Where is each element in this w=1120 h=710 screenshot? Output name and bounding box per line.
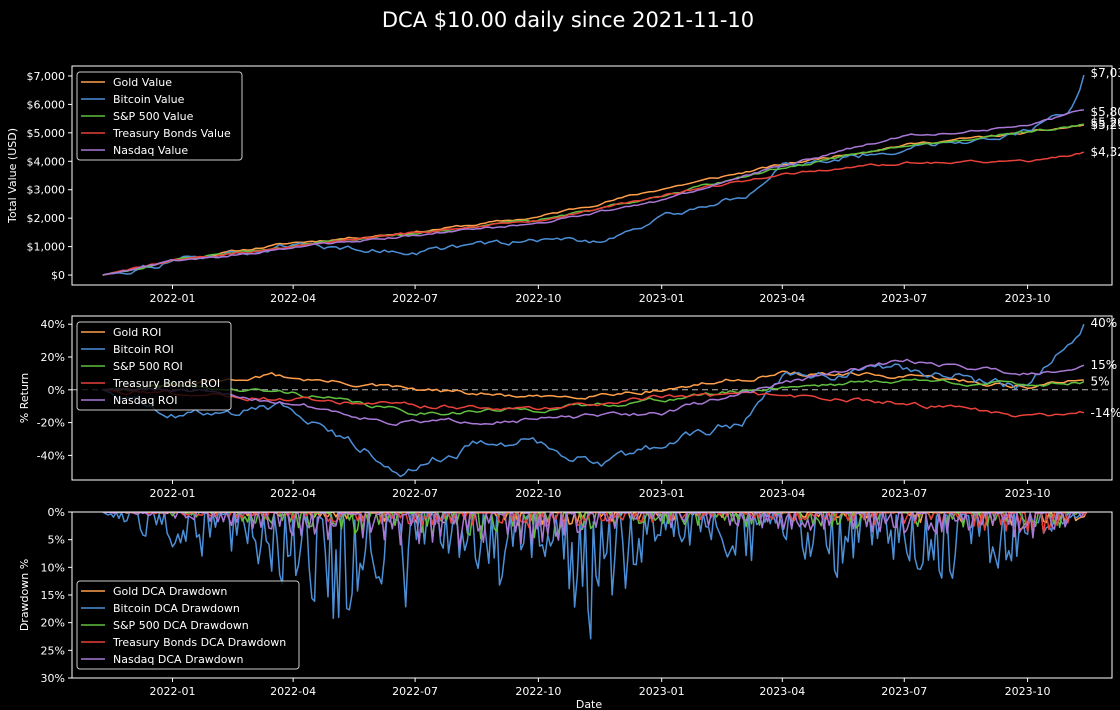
series-line-nasdaq-dca-drawdown bbox=[102, 512, 1087, 549]
plot-frame bbox=[71, 315, 1113, 481]
end-label: -14% bbox=[1091, 406, 1120, 420]
x-tick-label: 2023-07 bbox=[881, 487, 927, 500]
legend-entry: Treasury Bonds Value bbox=[112, 127, 231, 140]
legend-entry: Bitcoin Value bbox=[113, 93, 185, 106]
y-tick-label: 10% bbox=[41, 561, 65, 574]
y-tick-label: $2,000 bbox=[27, 212, 66, 225]
series-line-nasdaq-value bbox=[102, 109, 1084, 276]
legend: Gold ROI Bitcoin ROI S&P 500 ROI Treasury B… bbox=[76, 321, 232, 411]
y-tick-label: $7,000 bbox=[27, 70, 66, 83]
x-tick-label: 2023-10 bbox=[1005, 487, 1051, 500]
legend-entry: Treasury Bonds ROI bbox=[112, 377, 220, 390]
legend-entry: Treasury Bonds DCA Drawdown bbox=[112, 636, 286, 649]
y-axis-label: % Return bbox=[18, 373, 31, 423]
series-line-bitcoin-value bbox=[102, 74, 1085, 276]
legend-entry: S&P 500 ROI bbox=[113, 360, 183, 373]
legend-entry: Gold DCA Drawdown bbox=[113, 585, 227, 598]
legend-entry: S&P 500 Value bbox=[113, 110, 194, 123]
x-tick-label: 2023-01 bbox=[639, 292, 685, 305]
series-line-bitcoin-roi bbox=[102, 323, 1085, 478]
y-tick-label: 40% bbox=[41, 318, 65, 331]
y-tick-label: 20% bbox=[41, 351, 65, 364]
chart-panels: $5,299$7,031$5,299$4,324$5,8072022-01202… bbox=[6, 65, 1120, 710]
legend-entry: Bitcoin ROI bbox=[113, 343, 174, 356]
x-tick-label: 2022-04 bbox=[270, 487, 316, 500]
legend-box bbox=[76, 321, 232, 411]
end-label: 15% bbox=[1091, 358, 1118, 372]
x-tick-label: 2023-01 bbox=[639, 487, 685, 500]
y-tick-label: -40% bbox=[37, 449, 65, 462]
x-tick-label: 2023-04 bbox=[759, 292, 805, 305]
x-tick-label: 2023-10 bbox=[1005, 685, 1051, 698]
y-tick-label: $1,000 bbox=[27, 241, 66, 254]
end-label: $5,299 bbox=[1091, 118, 1120, 132]
end-label: 5% bbox=[1091, 375, 1110, 389]
x-tick-label: 2022-07 bbox=[392, 685, 438, 698]
x-tick-label: 2022-07 bbox=[392, 487, 438, 500]
series-line-nasdaq-roi bbox=[102, 358, 1085, 426]
y-tick-label: 20% bbox=[41, 617, 65, 630]
legend: Gold Value Bitcoin Value S&P 500 Value Trea… bbox=[76, 71, 243, 161]
legend-entry: Nasdaq ROI bbox=[113, 394, 177, 407]
x-tick-label: 2022-10 bbox=[515, 685, 561, 698]
y-tick-label: $3,000 bbox=[27, 184, 66, 197]
y-axis-label: Drawdown % bbox=[18, 559, 31, 631]
y-tick-label: 15% bbox=[41, 589, 65, 602]
end-label: 40% bbox=[1091, 316, 1118, 330]
y-tick-label: $5,000 bbox=[27, 127, 66, 140]
series-line-treasury-bonds-roi bbox=[102, 389, 1085, 418]
end-label: $5,807 bbox=[1091, 105, 1120, 119]
x-tick-label: 2022-01 bbox=[150, 487, 196, 500]
series-line-gold-roi bbox=[102, 370, 1084, 400]
end-label: $5,299 bbox=[1091, 115, 1120, 129]
end-label: $4,324 bbox=[1091, 145, 1120, 159]
series-group bbox=[102, 323, 1085, 478]
y-tick-label: $4,000 bbox=[27, 155, 66, 168]
legend-box bbox=[76, 71, 243, 161]
panel-2: 40% 5% -14% 15% 2022-01 2022-04 2022-07 2022-10… bbox=[18, 315, 1120, 500]
y-tick-label: 30% bbox=[41, 672, 65, 685]
figure-title: DCA $10.00 daily since 2021-11-10 bbox=[382, 8, 754, 32]
y-tick-label: $0 bbox=[51, 269, 65, 282]
x-tick-label: 2022-04 bbox=[270, 685, 316, 698]
x-tick-label: 2023-01 bbox=[639, 685, 685, 698]
legend-entry: Gold ROI bbox=[113, 326, 161, 339]
x-tick-label: 2022-10 bbox=[515, 292, 561, 305]
legend-box bbox=[76, 580, 300, 670]
x-tick-label: 2022-04 bbox=[270, 292, 316, 305]
x-tick-label: 2023-04 bbox=[759, 487, 805, 500]
series-line-treasury-bonds-value bbox=[102, 151, 1085, 276]
legend-entry: S&P 500 DCA Drawdown bbox=[113, 619, 249, 632]
y-tick-label: 0% bbox=[48, 384, 65, 397]
plot-frame bbox=[71, 65, 1113, 286]
x-tick-label: 2023-10 bbox=[1005, 292, 1051, 305]
x-tick-label: 2022-10 bbox=[515, 487, 561, 500]
x-tick-label: 2023-07 bbox=[881, 292, 927, 305]
legend-entry: Nasdaq Value bbox=[113, 144, 188, 157]
x-tick-label: 2022-07 bbox=[392, 292, 438, 305]
legend-entry: Nasdaq DCA Drawdown bbox=[113, 653, 244, 666]
series-line-bitcoin-dca-drawdown bbox=[102, 512, 1087, 640]
x-axis-label: Date bbox=[576, 698, 603, 710]
y-tick-label: -20% bbox=[37, 417, 65, 430]
end-label: $7,031 bbox=[1091, 66, 1120, 80]
legend-entry: Gold Value bbox=[113, 76, 172, 89]
y-axis-label: Total Value (USD) bbox=[6, 128, 19, 224]
panel-1: $5,299$7,031$5,299$4,324$5,8072022-01202… bbox=[6, 65, 1120, 305]
y-tick-label: 25% bbox=[41, 644, 65, 657]
x-tick-label: 2022-01 bbox=[150, 685, 196, 698]
x-tick-label: 2022-01 bbox=[150, 292, 196, 305]
panel-3: 2022-01 2022-04 2022-07 2022-10 2023-01 2023-… bbox=[18, 506, 1113, 710]
series-line-gold-value bbox=[102, 124, 1085, 276]
x-tick-label: 2023-04 bbox=[759, 685, 805, 698]
y-tick-label: 0% bbox=[48, 506, 65, 519]
legend: Gold DCA Drawdown Bitcoin DCA Drawdown S&P… bbox=[76, 580, 300, 670]
y-tick-label: $6,000 bbox=[27, 98, 66, 111]
legend-entry: Bitcoin DCA Drawdown bbox=[113, 602, 240, 615]
series-group bbox=[102, 74, 1085, 276]
x-tick-label: 2023-07 bbox=[881, 685, 927, 698]
y-tick-label: 5% bbox=[48, 534, 65, 547]
